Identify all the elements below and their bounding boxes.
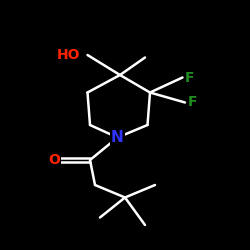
Text: O: O bbox=[48, 153, 60, 167]
Text: F: F bbox=[185, 70, 195, 85]
Text: F: F bbox=[188, 96, 197, 110]
Text: N: N bbox=[111, 130, 124, 145]
Text: HO: HO bbox=[56, 48, 80, 62]
